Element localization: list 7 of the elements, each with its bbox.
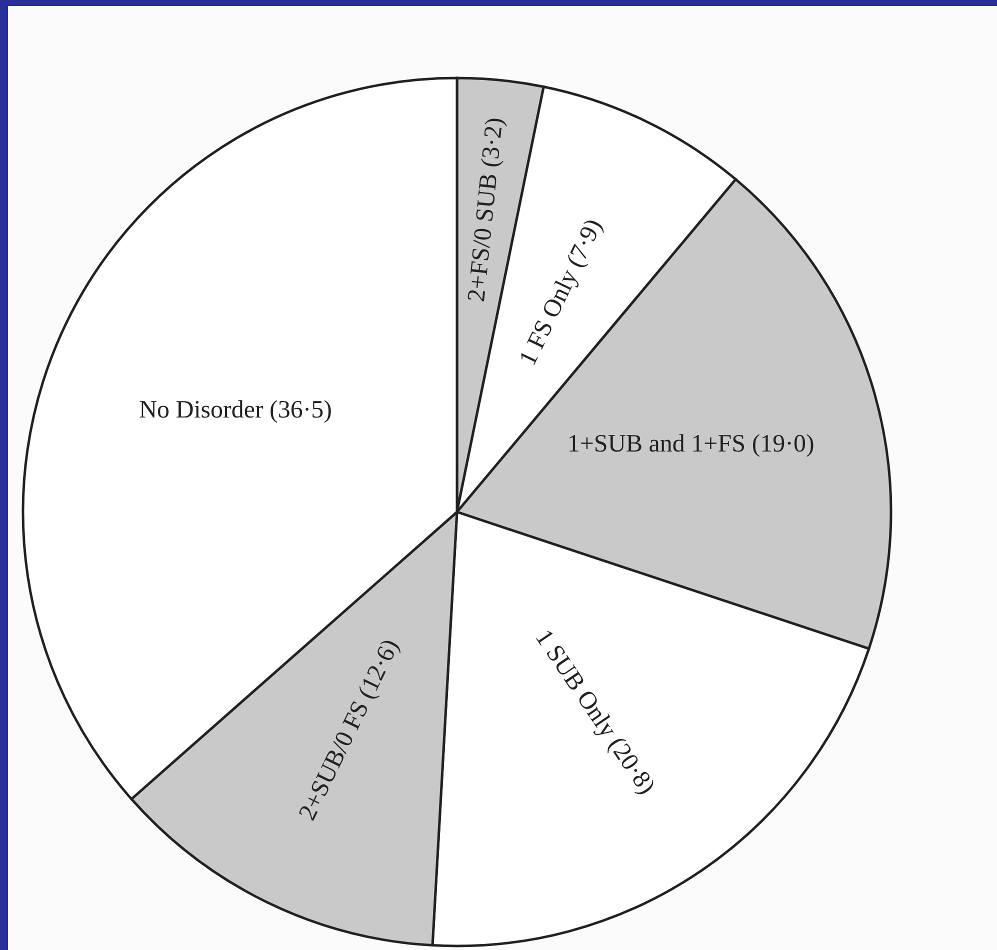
data-label: (3·2) bbox=[476, 116, 508, 169]
slice-label: 1+SUB and 1+FS bbox=[567, 430, 746, 458]
data-label: (36·5) bbox=[270, 396, 332, 424]
slice-label: No Disorder bbox=[138, 396, 264, 424]
data-label: (7·9) bbox=[562, 214, 608, 272]
data-label: (19·0) bbox=[752, 430, 814, 458]
slice-label: 2+FS/0 SUB bbox=[463, 172, 503, 303]
